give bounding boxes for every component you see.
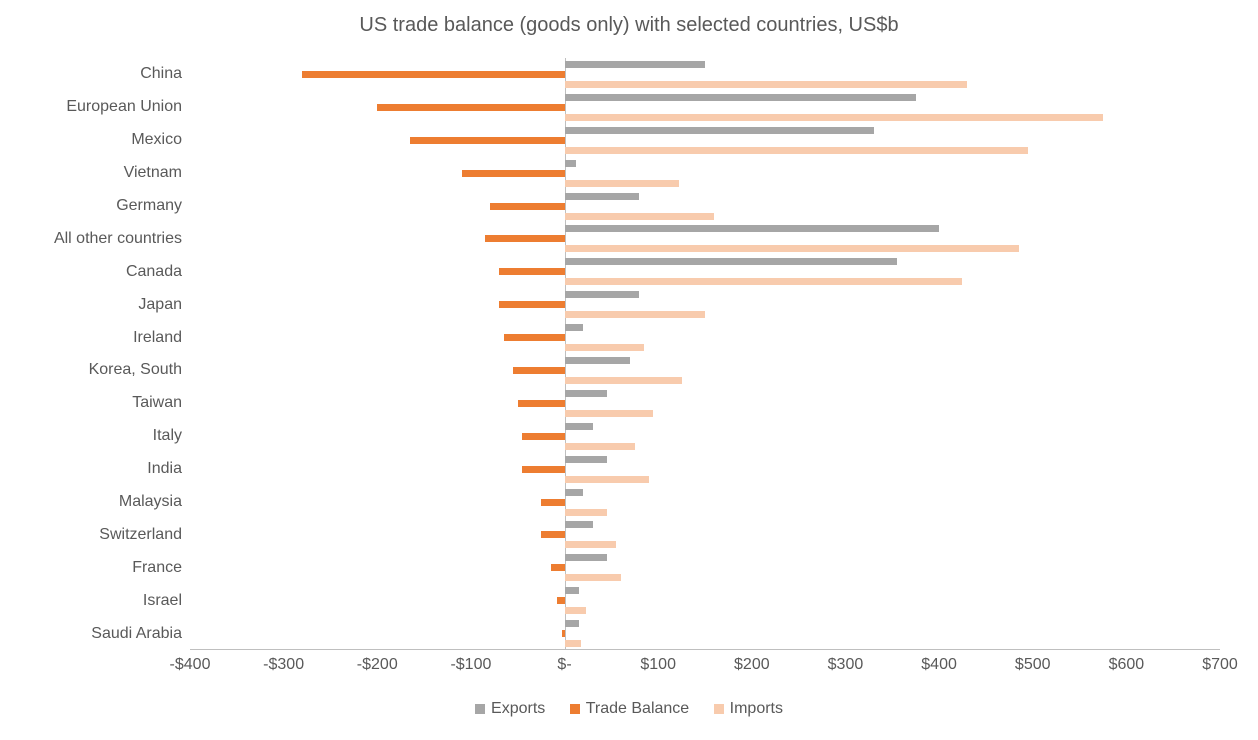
y-tick-label: Malaysia [2,493,182,511]
y-tick-label: Germany [2,197,182,215]
bar-trade_balance [562,630,565,637]
plot-area [190,58,1220,650]
legend: Exports Trade Balance Imports [0,700,1258,719]
x-tick-label: $600 [1109,656,1145,674]
legend-item-trade-balance: Trade Balance [570,700,689,718]
bar-trade_balance [551,564,565,571]
bar-imports [565,81,968,88]
bar-trade_balance [504,334,565,341]
bar-trade_balance [410,137,565,144]
bar-imports [565,541,617,548]
bar-trade_balance [462,170,565,177]
y-tick-label: Mexico [2,131,182,149]
bar-imports [565,443,635,450]
x-tick-label: -$100 [450,656,491,674]
bar-trade_balance [302,71,564,78]
x-tick-label: $700 [1202,656,1238,674]
legend-label-exports: Exports [491,700,545,718]
x-tick-label: -$200 [357,656,398,674]
bar-exports [565,489,584,496]
bar-imports [565,640,582,647]
bar-trade_balance [541,531,564,538]
bar-imports [565,574,621,581]
y-tick-label: Italy [2,427,182,445]
bar-exports [565,587,579,594]
legend-swatch-imports [714,704,724,714]
y-tick-label: Japan [2,296,182,314]
trade-balance-chart: US trade balance (goods only) with selec… [0,0,1258,740]
x-tick-label: $100 [640,656,676,674]
bar-trade_balance [518,400,565,407]
bar-exports [565,291,640,298]
bar-imports [565,344,645,351]
bar-exports [565,357,631,364]
bar-exports [565,160,576,167]
x-tick-label: $- [557,656,571,674]
bar-exports [565,423,593,430]
bar-exports [565,127,874,134]
y-tick-label: China [2,65,182,83]
bar-exports [565,324,584,331]
bar-imports [565,509,607,516]
bar-trade_balance [485,235,565,242]
bar-imports [565,607,587,614]
y-tick-label: Taiwan [2,394,182,412]
bar-imports [565,377,682,384]
x-tick-label: -$300 [263,656,304,674]
bar-imports [565,147,1029,154]
legend-swatch-exports [475,704,485,714]
legend-label-trade-balance: Trade Balance [586,700,689,718]
x-tick-label: $200 [734,656,770,674]
bar-trade_balance [499,301,565,308]
bar-trade_balance [490,203,565,210]
bar-exports [565,61,705,68]
y-tick-label: Korea, South [2,361,182,379]
bar-imports [565,476,649,483]
bar-exports [565,225,940,232]
y-tick-label: Ireland [2,329,182,347]
bar-exports [565,554,607,561]
chart-title: US trade balance (goods only) with selec… [0,14,1258,37]
legend-item-exports: Exports [475,700,545,718]
y-tick-label: India [2,460,182,478]
y-tick-label: Israel [2,592,182,610]
bar-imports [565,213,715,220]
bar-exports [565,521,593,528]
bar-exports [565,390,607,397]
bar-imports [565,245,1019,252]
legend-label-imports: Imports [730,700,783,718]
bar-trade_balance [377,104,564,111]
x-tick-label: $400 [921,656,957,674]
y-tick-label: Canada [2,263,182,281]
bar-imports [565,278,963,285]
y-tick-label: Vietnam [2,164,182,182]
bar-trade_balance [522,466,564,473]
bar-trade_balance [513,367,565,374]
legend-swatch-trade-balance [570,704,580,714]
y-tick-label: France [2,559,182,577]
x-tick-label: -$400 [170,656,211,674]
bar-trade_balance [557,597,564,604]
bar-trade_balance [541,499,564,506]
legend-item-imports: Imports [714,700,783,718]
bar-exports [565,456,607,463]
x-tick-label: $500 [1015,656,1051,674]
bar-trade_balance [522,433,564,440]
bar-trade_balance [499,268,565,275]
y-tick-label: European Union [2,98,182,116]
bar-exports [565,258,897,265]
bar-exports [565,620,579,627]
bar-imports [565,180,679,187]
x-tick-label: $300 [828,656,864,674]
bar-imports [565,410,654,417]
bar-imports [565,311,705,318]
bar-exports [565,94,916,101]
y-tick-label: Switzerland [2,526,182,544]
bar-exports [565,193,640,200]
x-axis-line [190,649,1220,650]
bar-imports [565,114,1103,121]
y-tick-label: Saudi Arabia [2,625,182,643]
y-tick-label: All other countries [2,230,182,248]
